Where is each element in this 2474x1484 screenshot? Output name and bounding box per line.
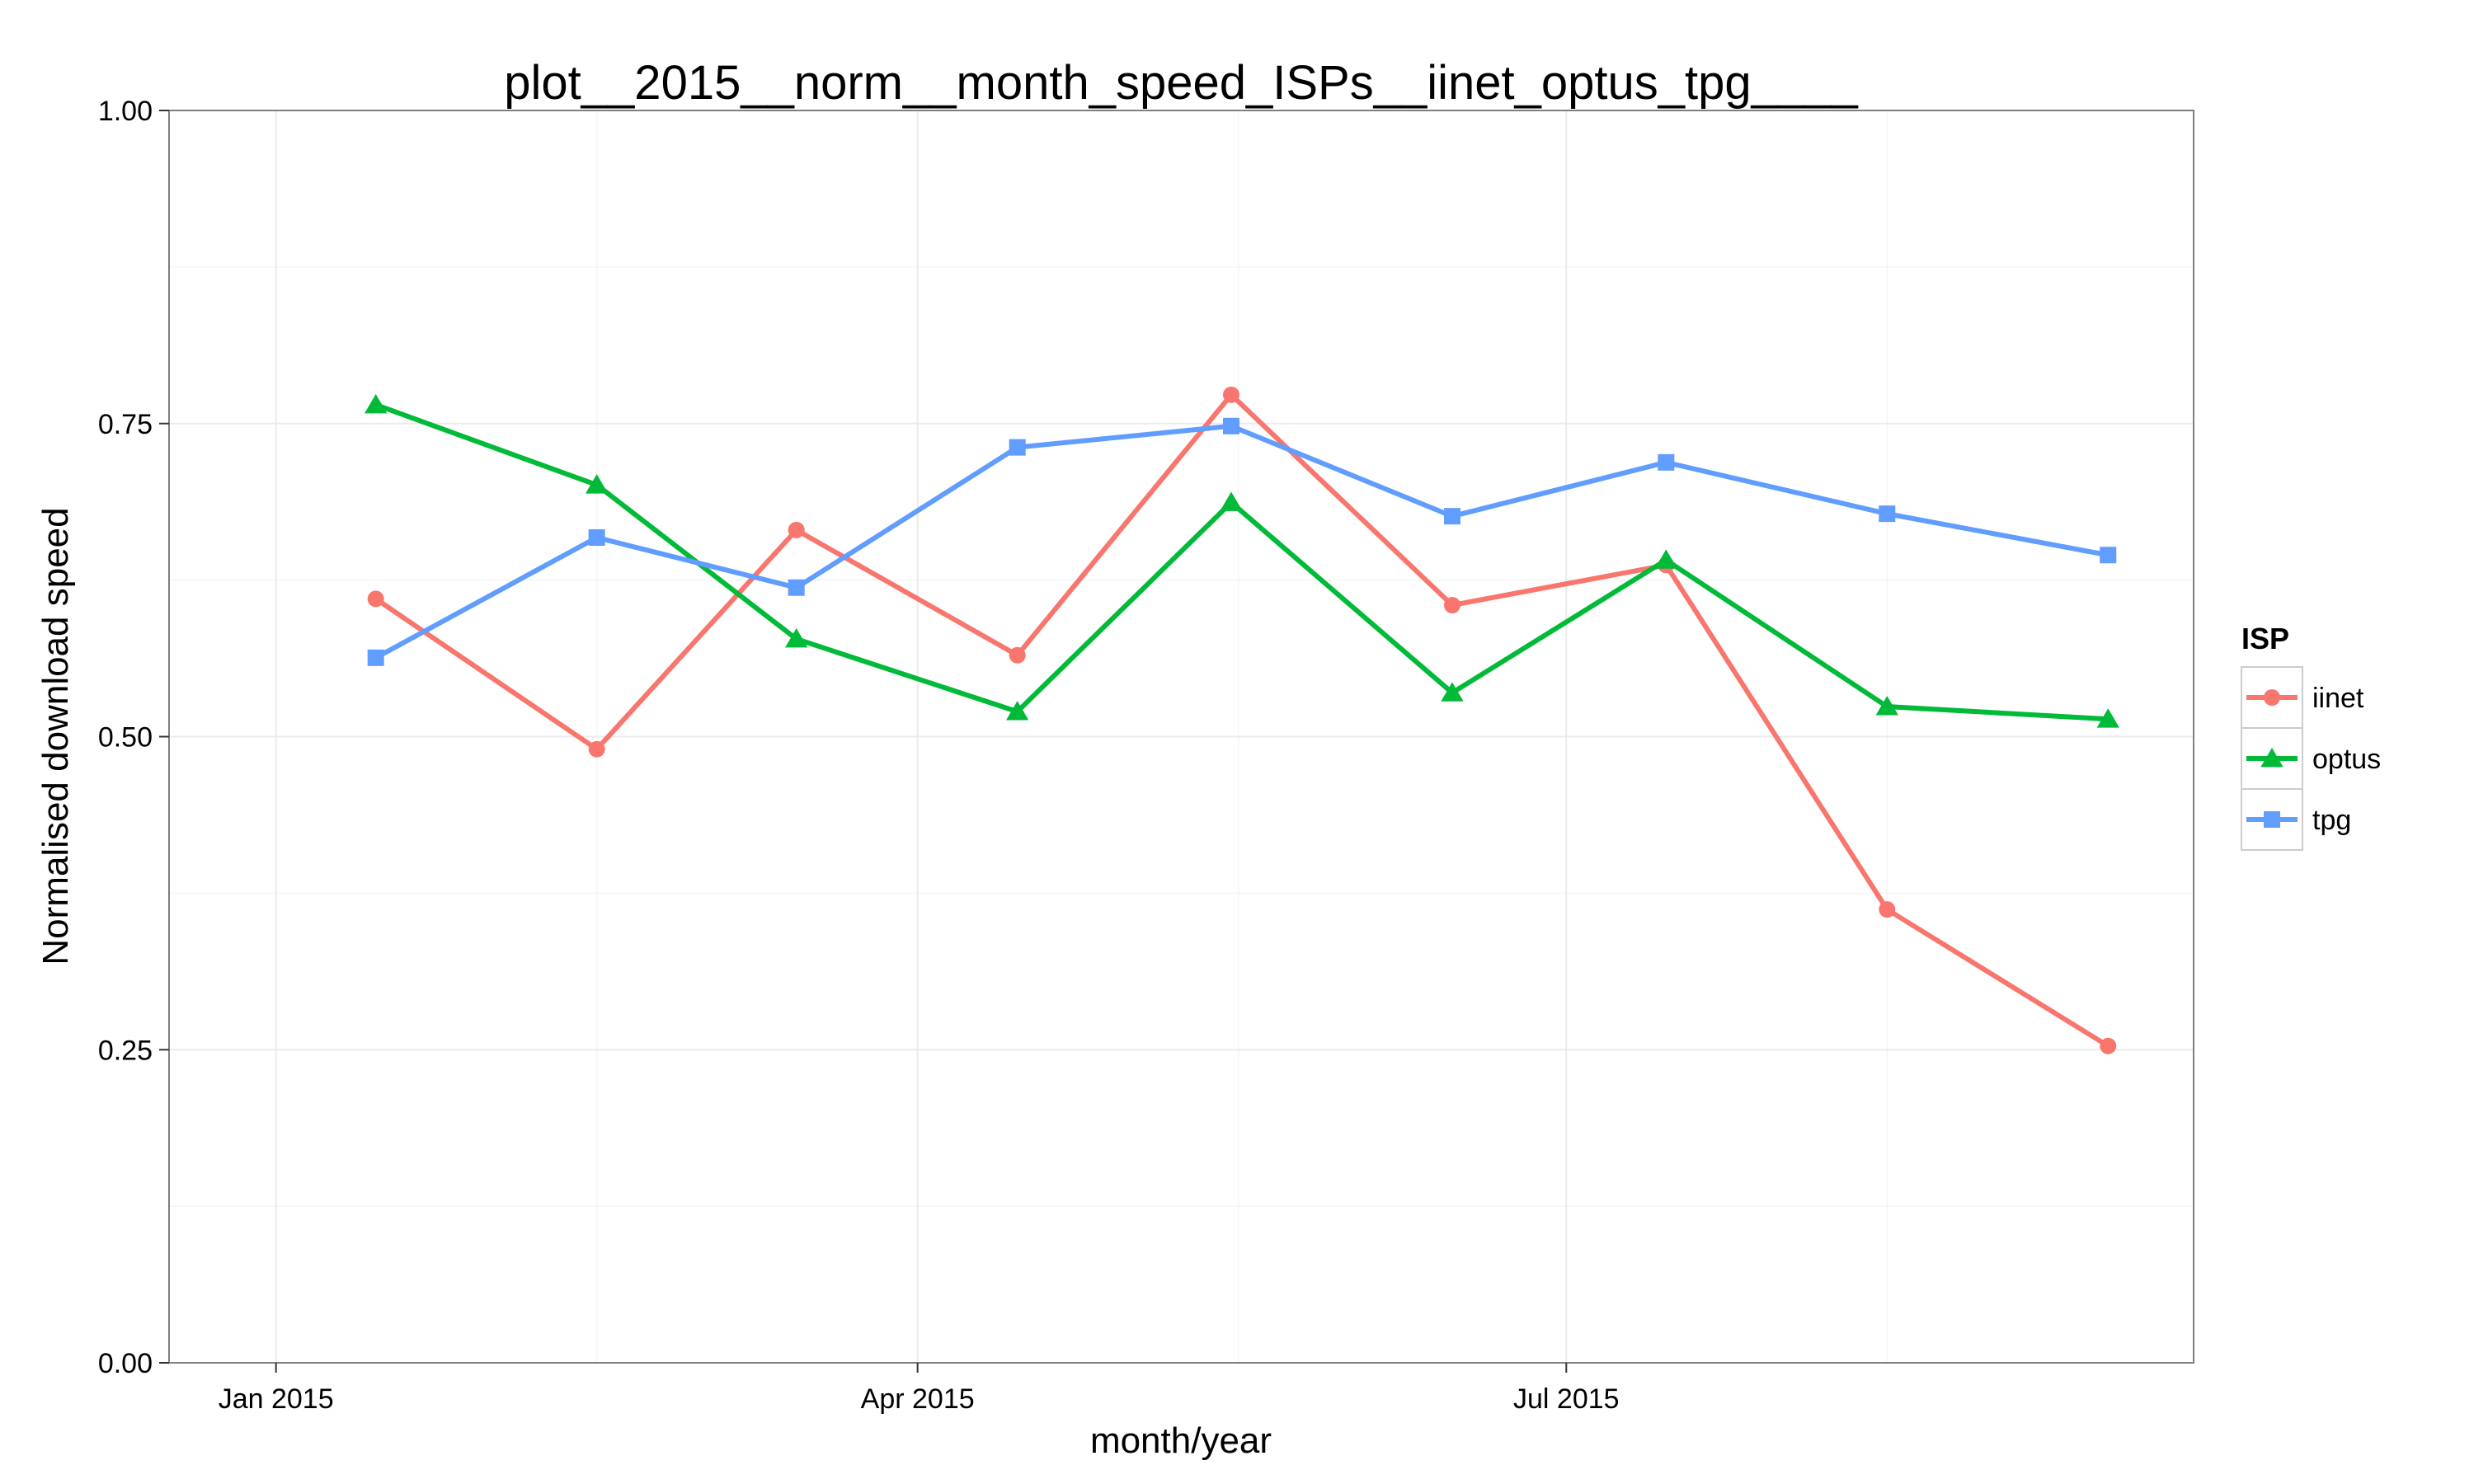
- data-point-optus: [1875, 696, 1898, 716]
- data-point-iinet: [788, 521, 805, 538]
- data-point-iinet: [1223, 386, 1240, 403]
- legend: ISP iinet optus tpg: [2241, 622, 2381, 851]
- data-point-optus: [1220, 491, 1243, 511]
- x-tick-label: Jan 2015: [219, 1383, 334, 1415]
- data-point-tpg: [788, 579, 805, 596]
- legend-key-marker-iinet: [2264, 689, 2280, 706]
- data-point-iinet: [367, 590, 384, 608]
- data-point-iinet: [1879, 901, 1896, 918]
- data-point-iinet: [2100, 1037, 2117, 1054]
- y-tick-label: 0.00: [98, 1348, 153, 1379]
- y-tick-label: 0.50: [98, 722, 153, 754]
- legend-label-tpg: tpg: [2312, 805, 2351, 836]
- data-point-tpg: [588, 528, 605, 546]
- data-point-tpg: [1879, 505, 1896, 523]
- y-tick-label: 1.00: [98, 96, 153, 127]
- data-point-optus: [1006, 701, 1029, 721]
- y-tick-label: 0.75: [98, 409, 153, 440]
- data-point-optus: [365, 393, 388, 414]
- data-point-tpg: [1658, 453, 1675, 471]
- legend-key-marker-optus: [2260, 748, 2284, 768]
- data-point-optus: [2096, 708, 2119, 728]
- x-tick-label: Jul 2015: [1513, 1383, 1620, 1415]
- data-point-optus: [586, 474, 609, 494]
- axis-ticks: [159, 110, 1568, 1373]
- data-point-tpg: [367, 649, 384, 666]
- data-point-optus: [1441, 682, 1464, 702]
- legend-label-iinet: iinet: [2312, 683, 2364, 714]
- data-point-tpg: [1223, 417, 1240, 434]
- data-point-iinet: [1443, 597, 1460, 614]
- y-axis-tick-labels: 0.00 0.25 0.50 0.75 1.00: [98, 96, 153, 1379]
- data-point-iinet: [1009, 646, 1026, 664]
- data-point-tpg: [1443, 508, 1460, 525]
- y-axis-title: Normalised download speed: [35, 507, 76, 965]
- legend-title: ISP: [2241, 622, 2289, 655]
- legend-key-marker-tpg: [2264, 811, 2280, 828]
- data-point-optus: [1654, 549, 1677, 569]
- x-axis-tick-labels: Jan 2015 Apr 2015 Jul 2015: [219, 1383, 1620, 1415]
- legend-label-optus: optus: [2312, 744, 2381, 775]
- chart-title: plot__2015__norm__month_speed_ISPs__iine…: [504, 56, 1858, 110]
- x-axis-title: month/year: [1090, 1421, 1272, 1461]
- data-point-iinet: [588, 740, 605, 758]
- data-point-optus: [785, 628, 808, 648]
- data-point-tpg: [1009, 439, 1026, 456]
- data-point-tpg: [2100, 547, 2117, 564]
- x-tick-label: Apr 2015: [861, 1383, 975, 1415]
- y-tick-label: 0.25: [98, 1035, 153, 1066]
- series-points: [365, 386, 2119, 1054]
